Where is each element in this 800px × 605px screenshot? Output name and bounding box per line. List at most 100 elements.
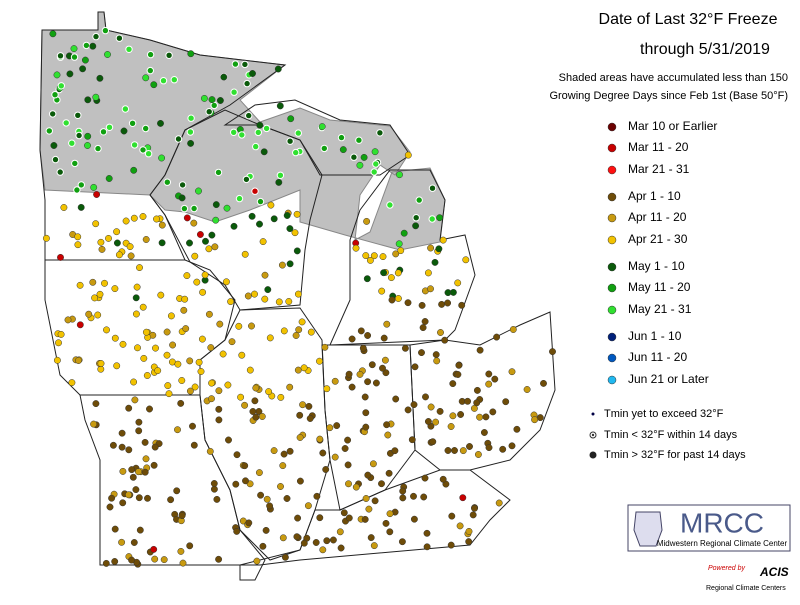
station-dot [372,160,380,168]
station-dot [238,131,246,139]
station-dot [141,438,149,446]
station-dot [141,468,149,476]
station-dot [212,201,220,209]
note: Growing Degree Days since Feb 1st (Base … [549,90,788,102]
station-dot [251,397,259,405]
station-dot [53,71,61,79]
station-dot [106,503,114,511]
station-dot [125,45,133,53]
station-dot [242,477,249,485]
station-dot [340,509,348,517]
station-dot [51,155,60,164]
station-dot [348,335,356,343]
station-dot [258,413,266,420]
station-dot [362,495,370,502]
station-dot [177,547,185,555]
station-dot [50,142,58,149]
station-dot [125,446,133,454]
station-dot [190,204,198,213]
station-dot [361,393,369,401]
station-dot [183,272,191,280]
station-dot [259,238,267,246]
station-dot [348,383,356,391]
station-dot [130,141,139,149]
station-dot [379,364,386,372]
station-dot [186,357,194,365]
station-dot [55,339,62,347]
station-dot [380,269,388,277]
station-dot [56,168,64,176]
station-dot [251,187,259,195]
station-dot [96,74,104,82]
station-dot [368,361,376,369]
legend-dot [607,165,617,175]
station-dot [318,123,326,131]
station-dot [108,494,116,502]
title: through 5/31/2019 [640,41,770,58]
station-dot [276,171,285,180]
station-dot [130,214,138,222]
legend-label: May 1 - 10 [628,259,685,273]
station-dot [252,384,260,392]
station-dot [363,275,371,283]
station-dot [523,386,531,393]
station-dot [49,110,57,118]
station-dot [404,299,412,307]
station-dot [267,201,275,209]
station-dot [401,344,409,352]
station-dot [215,416,223,424]
station-dot [75,357,82,364]
station-dot [261,271,269,279]
station-dot [433,357,441,365]
station-dot [142,236,150,243]
symbol-ring [591,433,595,437]
station-dot [205,245,213,253]
station-dot [215,555,223,563]
station-dot [90,183,98,191]
station-dot [465,527,473,535]
station-dot [261,295,269,303]
station-dot [499,445,507,453]
station-dot [513,425,521,433]
station-dot [419,324,427,332]
station-dot [232,480,240,488]
station-dot [457,411,465,418]
station-dot [296,477,304,485]
station-dot [206,447,214,455]
station-dot [312,539,320,546]
station-dot [248,212,256,220]
station-dot [76,281,84,289]
station-dot [144,494,151,502]
station-dot [274,65,282,73]
state-mn [39,11,287,261]
station-dot [495,499,503,507]
station-dot [474,451,482,458]
station-dot [295,326,303,334]
station-dot [196,231,204,238]
station-dot [190,441,198,449]
station-dot [292,332,300,339]
station-dot [336,528,344,536]
station-dot [428,184,437,192]
station-dot [319,546,327,554]
station-dot [235,194,244,203]
station-dot [200,94,208,102]
station-dot [482,413,490,421]
station-dot [359,344,367,352]
station-dot [182,325,190,333]
station-dot [113,239,121,247]
station-dot [447,423,455,430]
station-dot [249,408,257,415]
station-dot [231,60,240,68]
station-dot [180,204,189,213]
station-dot [429,438,437,446]
station-dot [356,370,364,378]
station-dot [298,318,306,326]
station-dot [363,217,371,225]
station-dot [286,225,294,233]
station-dot [109,441,117,449]
station-dot [224,381,232,389]
station-dot [536,414,544,422]
station-dot [255,469,263,477]
station-dot [97,365,105,373]
